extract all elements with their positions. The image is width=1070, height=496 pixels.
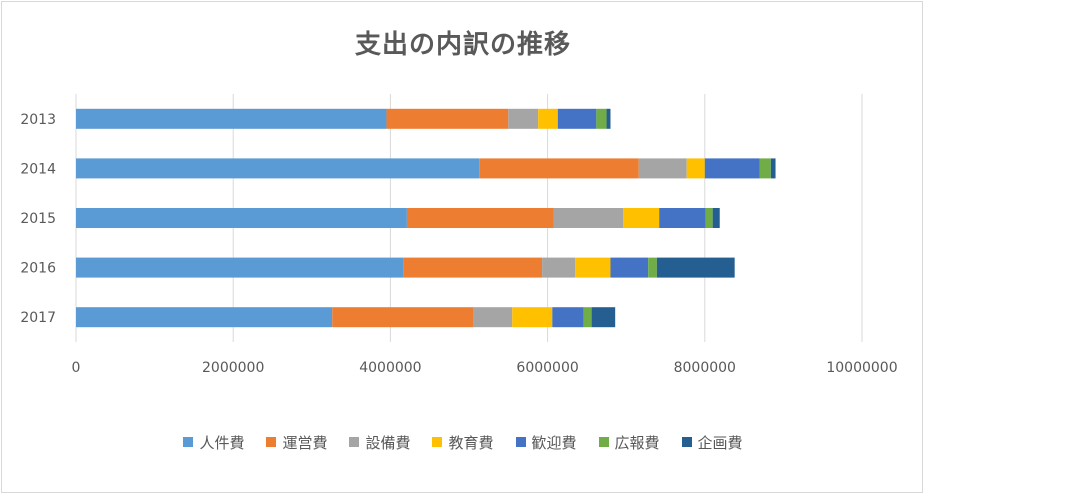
bar-segment: [512, 307, 553, 328]
legend-label: 企画費: [697, 433, 743, 452]
bar-segment: [596, 108, 607, 129]
legend-item: 教育費: [432, 432, 494, 453]
bar-segment: [575, 257, 611, 278]
bar-segment: [403, 257, 543, 278]
x-tick-label: 2000000: [202, 360, 264, 376]
bar-segment: [705, 208, 713, 228]
y-tick-label: 2015: [20, 211, 56, 227]
bar-segment: [610, 257, 649, 278]
legend-item: 広報費: [598, 432, 660, 453]
legend-item: 運営費: [266, 432, 327, 453]
legend-label: 歓迎費: [531, 433, 577, 452]
bar-segment: [542, 257, 576, 278]
bar-segment: [656, 257, 735, 278]
bar-segment: [473, 307, 513, 328]
x-tick-label: 10000000: [826, 360, 897, 376]
legend-label: 人件費: [199, 433, 245, 452]
x-tick-label: 8000000: [674, 360, 736, 376]
legend-item: 設備費: [349, 432, 410, 453]
legend-swatch: [515, 437, 526, 447]
bar-segment: [479, 158, 639, 179]
legend-swatch: [349, 437, 360, 447]
bar-segment: [648, 257, 657, 278]
legend-swatch: [681, 437, 692, 447]
bar-segment: [623, 208, 660, 228]
legend-label: 教育費: [448, 433, 494, 452]
bar-segment: [332, 307, 474, 328]
bar-segment: [704, 158, 760, 179]
bar-segment: [76, 307, 333, 328]
bar-segment: [686, 158, 705, 179]
x-tick-label: 6000000: [516, 360, 578, 376]
bar-segment: [76, 158, 480, 179]
bar-segment: [76, 108, 387, 129]
x-tick-label: 0: [72, 360, 81, 376]
bar-segment: [406, 208, 554, 228]
legend-item: 企画費: [681, 432, 743, 453]
x-tick-label: 4000000: [359, 360, 421, 376]
bar-segment: [538, 108, 558, 129]
y-tick-label: 2014: [20, 161, 56, 177]
bar-segment: [659, 208, 706, 228]
bar-segment: [638, 158, 687, 179]
bar-segment: [552, 307, 584, 328]
y-tick-label: 2017: [20, 310, 56, 326]
legend-swatch: [266, 437, 277, 447]
bar-segment: [553, 208, 624, 228]
legend-swatch: [598, 437, 609, 447]
legend-item: 歓迎費: [515, 432, 577, 453]
bar-segment: [557, 108, 597, 129]
bar-segment: [591, 307, 616, 328]
legend-label: 広報費: [614, 433, 660, 452]
bar-segment: [76, 257, 404, 278]
legend: 人件費 運営費 設備費 教育費 歓迎費 広報費 企画費: [2, 430, 924, 454]
legend-swatch: [183, 437, 194, 447]
legend-label: 設備費: [365, 433, 411, 452]
bar-segment: [759, 158, 771, 179]
legend-label: 運営費: [282, 433, 328, 452]
bar-segment: [386, 108, 509, 129]
bar-segment: [606, 108, 611, 129]
y-tick-label: 2013: [20, 112, 56, 128]
chart-title: 支出の内訳の推移: [354, 30, 571, 60]
bar-segment: [770, 158, 776, 179]
legend-swatch: [432, 437, 443, 447]
legend-item: 人件費: [183, 432, 244, 453]
bar-segment: [712, 208, 720, 228]
chart-area: 支出の内訳の推移 0 2000000 4000000 6000000 8000000 10…: [1, 1, 923, 493]
bar-segment: [583, 307, 592, 328]
y-tick-label: 2016: [20, 261, 56, 277]
plot-area: 0 2000000 4000000 6000000 8000000 10000000 201…: [20, 94, 898, 376]
bar-segment: [76, 208, 407, 228]
bar-segment: [508, 108, 539, 129]
